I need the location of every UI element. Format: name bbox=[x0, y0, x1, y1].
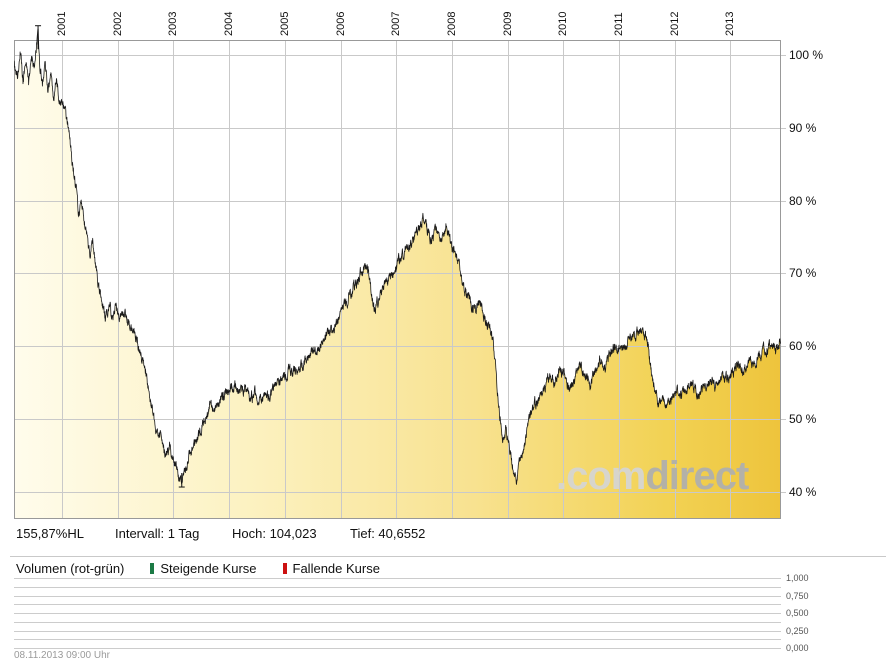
volume-gridline bbox=[14, 586, 781, 588]
volume-gridline bbox=[14, 578, 781, 579]
volume-gridline bbox=[14, 595, 781, 597]
volume-gridline bbox=[14, 639, 781, 641]
y-axis-percent-label: 40 % bbox=[789, 484, 817, 499]
rising-bar-icon bbox=[150, 563, 155, 574]
high-low-markers bbox=[35, 25, 185, 488]
volume-axis-label: 0,000 bbox=[786, 643, 809, 653]
comdirect-watermark: .comdirect bbox=[556, 454, 749, 498]
y-axis-percent-label: 80 % bbox=[789, 193, 817, 208]
low-value: Tief: 40,6552 bbox=[350, 526, 426, 541]
volume-gridline bbox=[14, 648, 781, 649]
watermark-com: .com bbox=[556, 454, 646, 498]
volume-gridline bbox=[14, 613, 781, 614]
falling-legend-label: Fallende Kurse bbox=[292, 561, 380, 576]
volume-axis-label: 1,000 bbox=[786, 573, 809, 583]
rising-legend-label: Steigende Kurse bbox=[160, 561, 257, 576]
price-line bbox=[14, 28, 781, 485]
volume-gridline bbox=[14, 621, 781, 623]
y-axis-percent-label: 50 % bbox=[789, 412, 817, 426]
range-hl-value: 155,87%HL bbox=[16, 526, 84, 541]
volume-legend: Volumen (rot-grün) Steigende Kurse Falle… bbox=[16, 561, 380, 576]
volume-gridline bbox=[14, 604, 781, 606]
falling-bar-icon bbox=[282, 563, 287, 574]
grid bbox=[14, 40, 786, 519]
volume-axis-label: 0,250 bbox=[786, 625, 809, 636]
y-axis-percent-label: 60 % bbox=[789, 339, 817, 354]
volume-gridline bbox=[14, 630, 781, 632]
price-area-plot bbox=[14, 25, 786, 519]
volume-axis-label: 0,750 bbox=[786, 590, 809, 601]
interval-value: Intervall: 1 Tag bbox=[115, 526, 200, 541]
y-axis-percent-label: 90 % bbox=[789, 120, 817, 135]
section-divider bbox=[10, 556, 886, 557]
plot-border bbox=[14, 40, 781, 519]
timestamp: 08.11.2013 09:00 Uhr bbox=[14, 650, 111, 661]
volume-legend-label: Volumen (rot-grün) bbox=[16, 561, 125, 576]
high-value: Hoch: 104,023 bbox=[232, 526, 317, 541]
watermark-direct: direct bbox=[645, 454, 749, 498]
y-axis-percent-label: 70 % bbox=[789, 266, 817, 281]
y-axis-percent-label: 100 % bbox=[789, 48, 824, 62]
volume-axis-label: 0,500 bbox=[786, 608, 809, 618]
